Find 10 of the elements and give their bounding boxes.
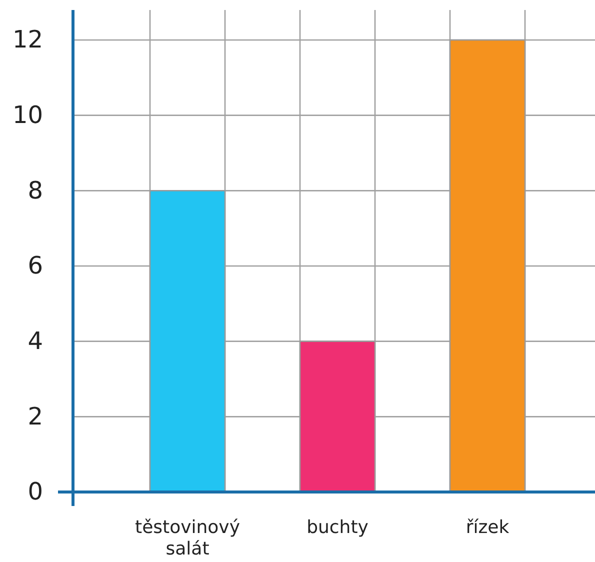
y-tick-label: 2 <box>28 402 43 430</box>
y-tick-label: 8 <box>28 176 43 204</box>
y-tick-label: 6 <box>28 252 43 280</box>
x-tick-label: těstovinový salát <box>135 516 240 560</box>
x-tick-label: buchty <box>306 516 369 538</box>
y-tick-label: 10 <box>12 101 43 130</box>
y-tick-label: 4 <box>28 327 43 356</box>
y-tick-label: 12 <box>12 26 43 54</box>
y-tick-label: 0 <box>28 478 43 506</box>
x-tick-label: řízek <box>466 516 510 538</box>
